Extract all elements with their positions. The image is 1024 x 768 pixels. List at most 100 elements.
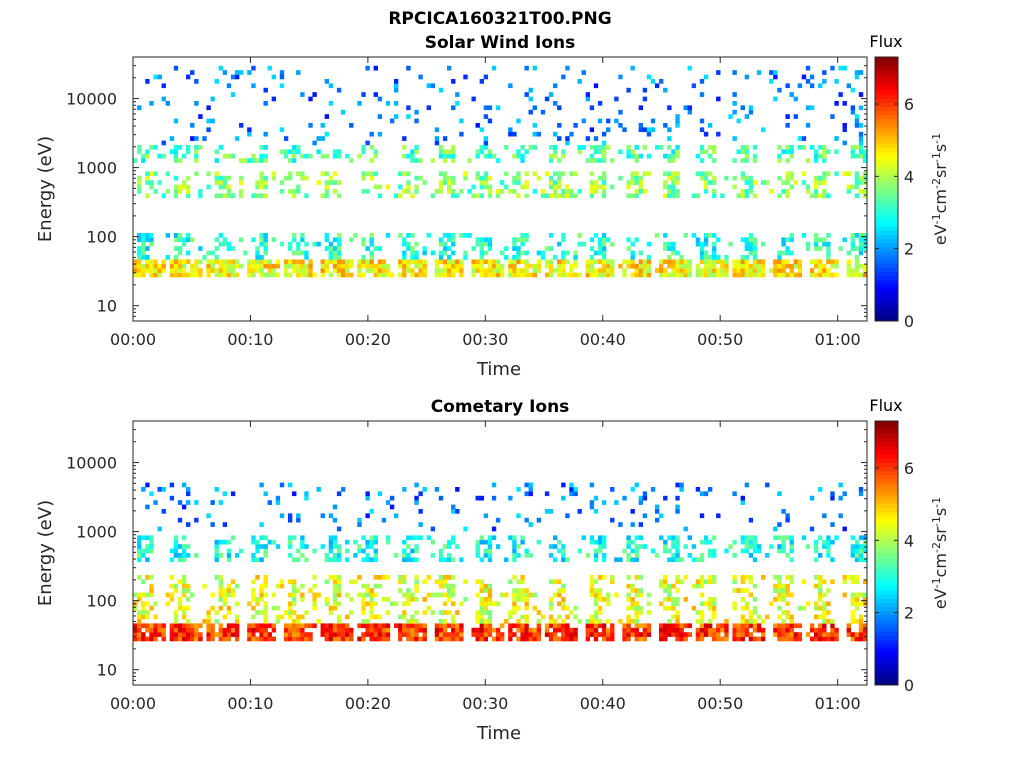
heatmap-cell <box>854 74 860 80</box>
heatmap-cell <box>679 272 684 278</box>
heatmap-cell <box>593 588 599 593</box>
heatmap-cell <box>740 535 745 541</box>
heatmap-cell <box>589 153 595 159</box>
colorbar-segment <box>875 230 898 235</box>
heatmap-cell <box>536 623 542 629</box>
heatmap-cell <box>846 83 851 89</box>
heatmap-cell <box>748 180 754 185</box>
heatmap-cell <box>630 241 635 247</box>
heatmap-cell <box>724 619 729 624</box>
heatmap-cell <box>524 605 529 611</box>
heatmap-cell <box>263 246 268 251</box>
heatmap-cell <box>695 487 701 492</box>
heatmap-cell <box>194 259 199 265</box>
heatmap-cell <box>593 636 599 642</box>
heatmap-cell <box>569 636 574 642</box>
heatmap-cell <box>593 233 599 238</box>
heatmap-cell <box>703 233 709 238</box>
heatmap-cell <box>732 627 737 633</box>
heatmap-cell <box>516 513 521 519</box>
heatmap-cell <box>548 636 554 642</box>
heatmap-cell <box>520 250 525 256</box>
heatmap-cell <box>842 592 847 598</box>
heatmap-cell <box>483 136 489 141</box>
heatmap-cell <box>850 535 856 541</box>
heatmap-cell <box>520 539 525 545</box>
heatmap-cell <box>210 623 215 629</box>
heatmap-cell <box>548 272 554 278</box>
heatmap-cell <box>671 553 676 558</box>
heatmap-cell <box>850 272 856 278</box>
heatmap-cell <box>251 65 256 71</box>
heatmap-cell <box>732 553 737 558</box>
heatmap-cell <box>181 259 187 265</box>
heatmap-cell <box>438 583 444 589</box>
heatmap-cell <box>760 619 766 624</box>
heatmap-cell <box>267 539 272 545</box>
heatmap-cell <box>691 83 697 89</box>
heatmap-cell <box>141 614 146 620</box>
heatmap-cell <box>422 632 427 637</box>
heatmap-cell <box>862 263 868 269</box>
heatmap-cell <box>561 259 566 265</box>
heatmap-cell <box>296 241 301 247</box>
heatmap-cell <box>271 605 277 611</box>
heatmap-cell <box>336 544 342 549</box>
heatmap-cell <box>194 627 199 633</box>
x-tick-label: 00:40 <box>580 694 626 713</box>
heatmap-cell <box>610 184 615 190</box>
heatmap-cell <box>813 246 819 251</box>
heatmap-cell <box>854 175 860 181</box>
heatmap-cell <box>752 237 758 243</box>
heatmap-cell <box>826 268 831 273</box>
heatmap-cell <box>361 259 366 265</box>
heatmap-cell <box>414 610 419 615</box>
heatmap-cell <box>373 92 378 97</box>
heatmap-cell <box>373 263 378 269</box>
heatmap-cell <box>133 605 138 611</box>
heatmap-cell <box>858 272 864 278</box>
heatmap-cell <box>553 193 558 199</box>
heatmap-cell <box>536 175 542 181</box>
heatmap-cell <box>516 272 521 278</box>
heatmap-cell <box>822 610 827 615</box>
heatmap-cell <box>699 268 705 273</box>
heatmap-cell <box>324 597 330 602</box>
heatmap-cell <box>206 259 211 265</box>
heatmap-cell <box>247 131 252 137</box>
heatmap-cell <box>691 233 697 238</box>
heatmap-cell <box>813 189 819 194</box>
heatmap-cell <box>801 180 807 185</box>
heatmap-cell <box>789 233 794 238</box>
heatmap-cell <box>349 237 354 243</box>
heatmap-cell <box>650 548 656 554</box>
heatmap-cell <box>561 553 566 558</box>
heatmap-cell <box>557 588 562 593</box>
colorbar-segment <box>875 242 898 248</box>
heatmap-cell <box>557 259 562 265</box>
heatmap-cell <box>736 118 741 124</box>
heatmap-cell <box>234 627 240 633</box>
heatmap-cell <box>638 175 644 181</box>
heatmap-cell <box>446 153 452 159</box>
heatmap-cell <box>406 233 411 238</box>
heatmap-cell <box>850 610 856 615</box>
heatmap-cell <box>153 74 158 80</box>
heatmap-cell <box>495 636 501 642</box>
heatmap-cell <box>222 184 228 190</box>
heatmap-cell <box>287 517 293 523</box>
heatmap-cell <box>667 241 672 247</box>
heatmap-cell <box>683 272 688 278</box>
heatmap-cell <box>365 189 370 194</box>
heatmap-cell <box>724 263 729 269</box>
heatmap-cell <box>202 619 207 624</box>
colorbar-tick-label: 0 <box>904 312 914 331</box>
heatmap-cell <box>826 149 831 155</box>
heatmap-cell <box>442 250 448 256</box>
heatmap-cell <box>446 237 452 243</box>
heatmap-cell <box>606 619 611 624</box>
heatmap-cell <box>218 180 224 185</box>
heatmap-cell <box>744 259 750 265</box>
heatmap-cell <box>593 632 599 637</box>
heatmap-cell <box>589 255 595 260</box>
